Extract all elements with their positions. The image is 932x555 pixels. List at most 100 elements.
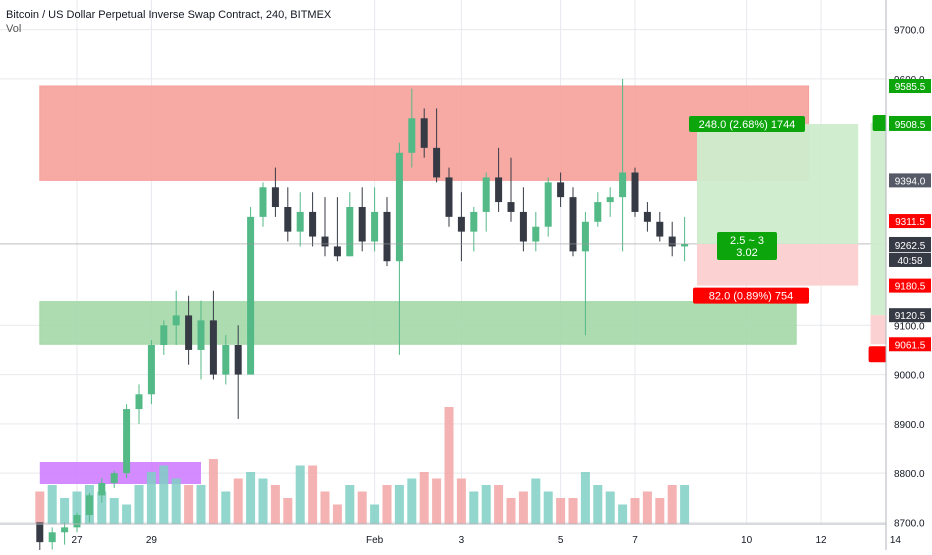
price-marker-text: 9508.5	[895, 120, 926, 131]
candle-body	[433, 147, 441, 178]
candle-body	[408, 118, 416, 153]
volume-bar	[60, 498, 70, 524]
countdown-marker	[889, 252, 931, 267]
candle-body	[160, 325, 168, 345]
volume-bar	[605, 491, 615, 524]
volume-bar	[419, 472, 429, 524]
position-stop-label-text: 82.0 (0.89%) 754	[709, 291, 793, 303]
volume-bar	[506, 498, 516, 524]
candle-body	[656, 221, 664, 237]
position-ratio-label-text: 2.5 ~ 3	[730, 235, 764, 247]
candle-body	[197, 320, 205, 350]
candle-body	[135, 394, 143, 410]
volume-bar	[630, 498, 640, 524]
volume-bar	[345, 485, 355, 524]
volume-bar	[543, 491, 553, 524]
volume-bar	[159, 465, 169, 524]
volume-bar	[258, 478, 268, 524]
candle-body	[85, 495, 93, 516]
volume-bar	[283, 498, 293, 524]
candle-body	[259, 187, 267, 217]
price-marker	[889, 79, 931, 94]
position-target-zone	[697, 123, 859, 244]
candle-body	[420, 118, 428, 148]
price-marker	[889, 308, 931, 323]
candle-body	[681, 243, 689, 247]
candle-body	[544, 182, 552, 227]
volume-bar	[432, 478, 442, 524]
price-tick-label: 8700.0	[894, 518, 925, 529]
price-marker	[889, 214, 931, 229]
volume-bar	[407, 478, 417, 524]
volume-bar	[357, 491, 367, 524]
volume-bar	[72, 491, 82, 524]
candle-body	[482, 177, 490, 212]
candle-body	[569, 197, 577, 252]
candle-body	[247, 216, 255, 375]
price-marker-text: 9061.5	[895, 340, 926, 351]
time-tick-label: 5	[558, 535, 564, 546]
candle-body	[234, 345, 242, 375]
candle-body	[643, 211, 651, 222]
volume-bar	[233, 478, 243, 524]
price-marker-text: 9311.5	[895, 217, 925, 228]
price-marker-text: 9262.5	[895, 241, 926, 252]
price-tick-label: 8900.0	[894, 420, 925, 431]
volume-bar	[680, 485, 690, 524]
volume-bar	[518, 491, 528, 524]
volume-bar	[618, 504, 628, 524]
candle-body	[619, 172, 627, 198]
demand-zone	[39, 301, 797, 345]
volume-bar	[320, 491, 330, 524]
candle-body	[271, 187, 279, 207]
candle-body	[445, 177, 453, 217]
candle-body	[284, 207, 292, 232]
position-ratio-label-box	[717, 231, 777, 260]
volume-bar	[667, 485, 677, 524]
chart-title: Bitcoin / US Dollar Perpetual Inverse Sw…	[6, 9, 332, 21]
volume-bar	[35, 491, 45, 524]
volume-indicator-label[interactable]: Vol	[6, 23, 22, 35]
volume-bar	[196, 485, 206, 524]
volume-bar	[556, 498, 566, 524]
volume-bar	[370, 504, 380, 524]
candle-body	[222, 345, 230, 375]
price-marker-text: 9120.5	[895, 311, 926, 322]
candle-body	[594, 202, 602, 222]
candle-body	[61, 527, 69, 533]
candle-body	[309, 211, 317, 237]
volume-bar	[97, 491, 107, 524]
candle-body	[110, 473, 118, 483]
price-tick-label: 8800.0	[894, 469, 925, 480]
price-marker-text: 9180.5	[895, 282, 926, 293]
candle-body	[147, 345, 155, 395]
price-tick-label: 9700.0	[894, 26, 925, 37]
volume-bar	[580, 472, 590, 524]
candle-body	[371, 211, 379, 242]
volume-bar	[642, 491, 652, 524]
price-marker	[889, 337, 931, 352]
candle-body	[321, 236, 329, 247]
position-ratio-label-text: 3.02	[736, 247, 757, 259]
price-marker-text: 9394.0	[895, 176, 926, 187]
volume-bar	[295, 465, 305, 524]
volume-bar	[122, 504, 132, 524]
price-marker-text: 9585.5	[895, 82, 926, 93]
candle-body	[98, 483, 106, 496]
volume-bar	[134, 485, 144, 524]
candle-body	[631, 172, 639, 212]
candle-body	[73, 515, 81, 528]
volume-bar	[494, 485, 504, 524]
candle-body	[457, 216, 465, 232]
volume-bar	[444, 407, 454, 524]
candle-body	[48, 532, 56, 543]
price-marker	[889, 116, 931, 131]
volume-bar	[184, 485, 194, 524]
countdown-text: 40:58	[897, 256, 922, 267]
volume-bar	[593, 485, 603, 524]
price-marker	[889, 173, 931, 188]
candle-body	[209, 320, 217, 375]
time-tick-label: 3	[459, 535, 465, 546]
